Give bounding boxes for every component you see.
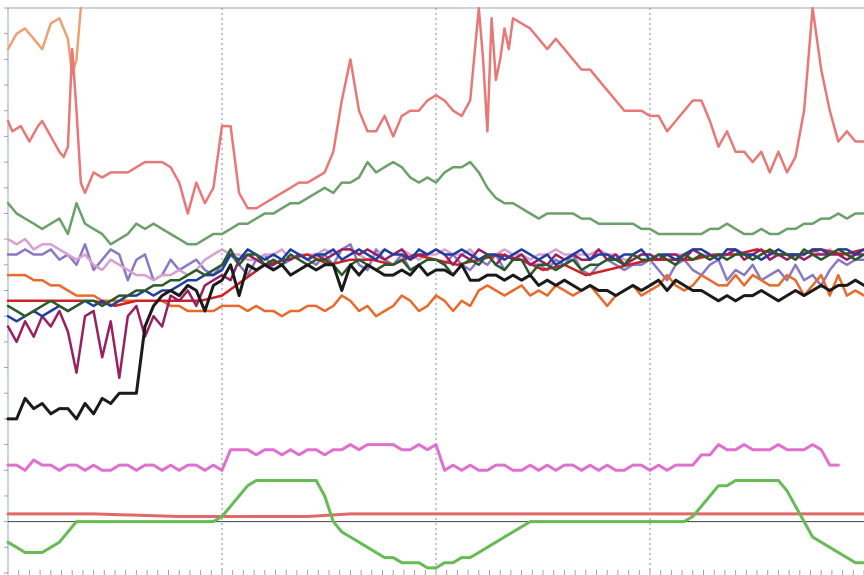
series-1-line [6, 6, 83, 77]
series-11-line [6, 263, 864, 421]
series-3-line [6, 160, 864, 246]
series-2-line [6, 6, 864, 215]
vertical-gridlines [221, 8, 651, 573]
series-12-line [6, 443, 840, 472]
series-10-line [6, 248, 864, 318]
series-13-line [6, 512, 864, 518]
series-14-line [6, 479, 864, 570]
series-group [6, 6, 864, 570]
axis-ticks [4, 7, 864, 575]
